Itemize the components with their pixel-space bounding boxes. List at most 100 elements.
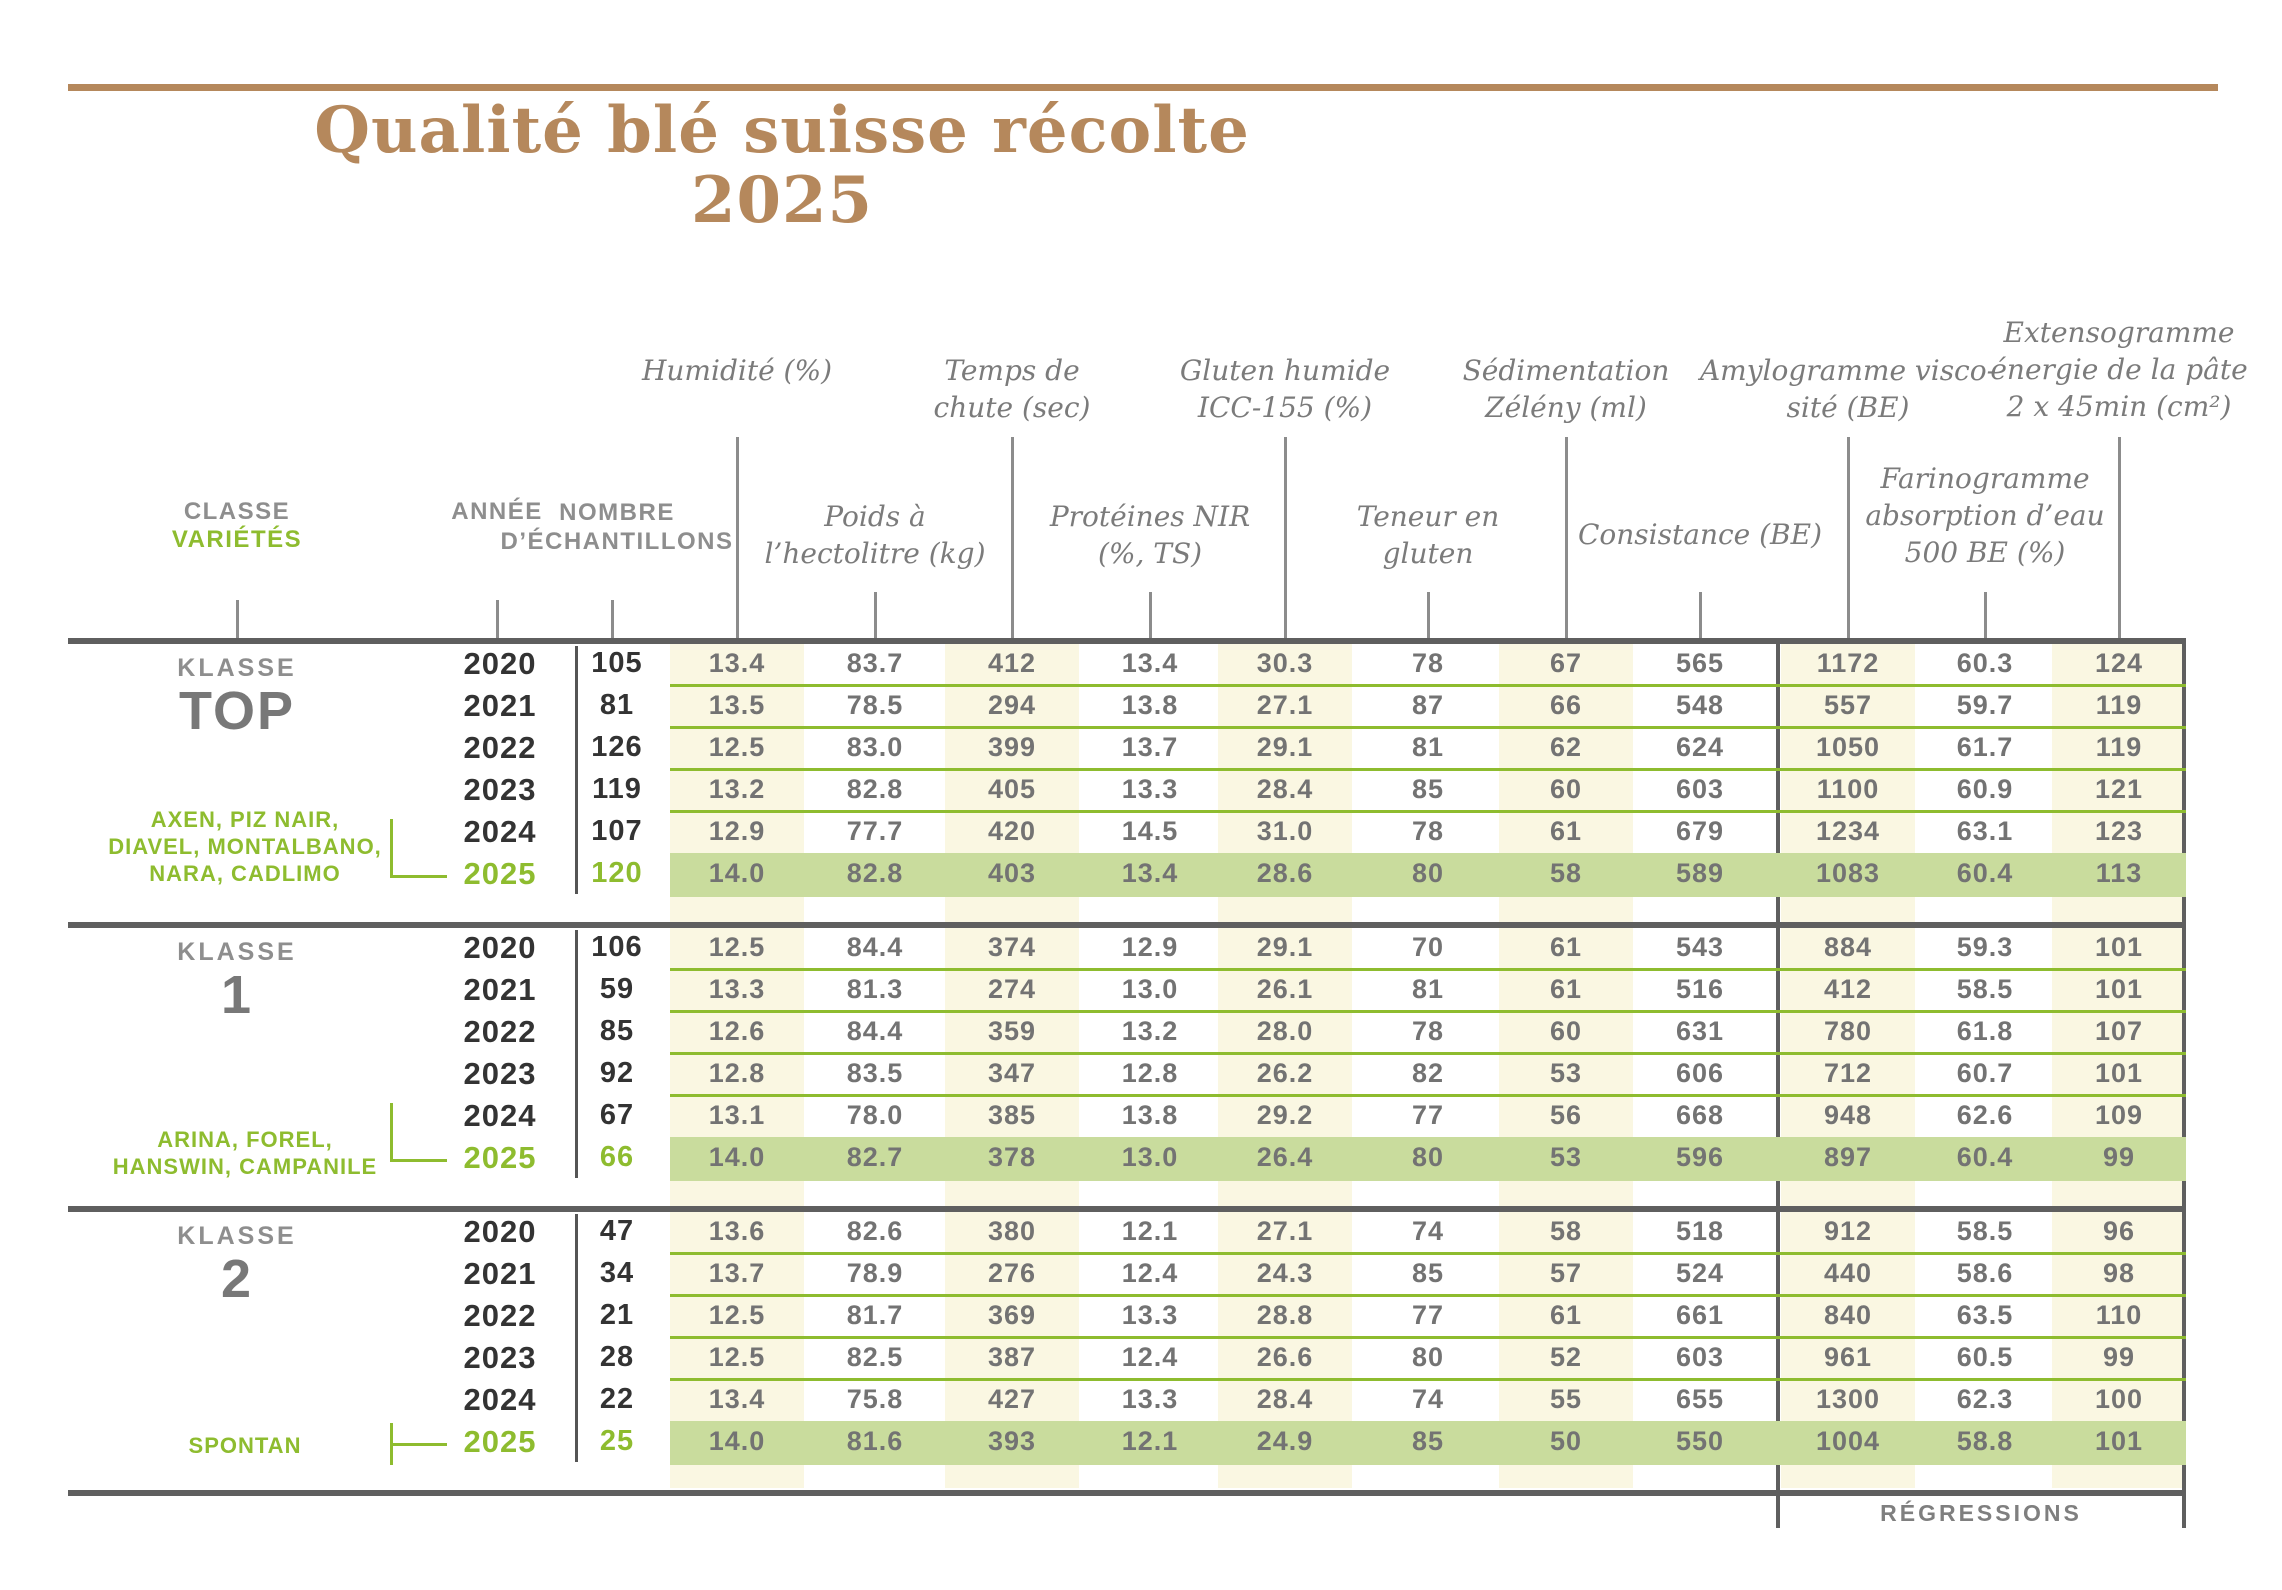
stripe-humidite	[670, 641, 804, 1488]
value-cell-sedimentation: 52	[1549, 1342, 1583, 1372]
leader-line-humidite	[736, 437, 739, 638]
value-cell-amylogramme: 1083	[1815, 858, 1881, 888]
year-cell: 2021	[463, 972, 537, 1007]
value-cell-extensogramme: 99	[2102, 1142, 2136, 1172]
value-cell-gluten-humide: 26.4	[1256, 1142, 1314, 1172]
value-cell-farinogramme: 58.8	[1956, 1426, 2014, 1456]
value-cell-amylogramme: 1234	[1815, 816, 1881, 846]
leader-line-extensogramme	[2118, 437, 2121, 638]
row-separator	[670, 1336, 2186, 1339]
value-cell-gluten-humide: 27.1	[1256, 1216, 1314, 1246]
value-cell-teneur-gluten: 74	[1411, 1216, 1445, 1246]
value-cell-extensogramme: 121	[2094, 774, 2144, 804]
value-cell-gluten-humide: 24.9	[1256, 1426, 1314, 1456]
sample-count-cell: 105	[591, 647, 643, 679]
value-cell-teneur-gluten: 77	[1411, 1100, 1445, 1130]
value-cell-poids-hectolitre: 83.0	[846, 732, 904, 762]
value-cell-poids-hectolitre: 83.7	[846, 648, 904, 678]
row-separator	[670, 1052, 2186, 1055]
tick-poids-hectolitre	[874, 592, 877, 638]
value-cell-consistance: 661	[1675, 1300, 1725, 1330]
value-cell-temps-de-chute: 405	[987, 774, 1037, 804]
value-cell-poids-hectolitre: 78.5	[846, 690, 904, 720]
value-cell-extensogramme: 119	[2095, 690, 2143, 720]
value-cell-temps-de-chute: 378	[987, 1142, 1037, 1172]
value-cell-temps-de-chute: 385	[987, 1100, 1037, 1130]
value-cell-consistance: 565	[1675, 648, 1725, 678]
value-cell-consistance: 655	[1675, 1384, 1725, 1414]
value-cell-humidite: 12.8	[708, 1058, 766, 1088]
col-header-extensogramme: Extensogramme énergie de la pâte 2 x 45m…	[1990, 316, 2248, 423]
value-cell-humidite: 13.3	[708, 974, 766, 1004]
value-cell-farinogramme: 61.8	[1956, 1016, 2014, 1046]
value-cell-consistance: 603	[1675, 1342, 1725, 1372]
value-cell-extensogramme: 101	[2094, 1426, 2144, 1456]
value-cell-temps-de-chute: 374	[987, 932, 1037, 962]
sample-count-cell: 120	[591, 857, 643, 889]
value-cell-poids-hectolitre: 82.5	[846, 1342, 904, 1372]
year-cell: 2020	[463, 646, 537, 681]
value-cell-teneur-gluten: 85	[1411, 1258, 1445, 1288]
value-cell-poids-hectolitre: 84.4	[846, 932, 904, 962]
value-cell-farinogramme: 60.4	[1956, 858, 2014, 888]
value-cell-consistance: 668	[1675, 1100, 1725, 1130]
row-separator	[670, 1252, 2186, 1255]
body-rule-top	[68, 638, 2186, 644]
value-cell-extensogramme: 101	[2094, 932, 2144, 962]
sample-count-cell: 59	[599, 973, 635, 1005]
value-cell-amylogramme: 1100	[1816, 774, 1880, 804]
value-cell-poids-hectolitre: 75.8	[846, 1384, 904, 1414]
row-separator	[670, 810, 2186, 813]
value-cell-temps-de-chute: 420	[987, 816, 1037, 846]
value-cell-farinogramme: 62.3	[1956, 1384, 2014, 1414]
value-cell-proteines-nir: 12.8	[1121, 1058, 1179, 1088]
value-cell-farinogramme: 59.3	[1956, 932, 2014, 962]
value-cell-extensogramme: 123	[2094, 816, 2144, 846]
value-cell-humidite: 13.4	[708, 1384, 766, 1414]
value-cell-humidite: 12.9	[708, 816, 766, 846]
sample-count-cell: 126	[591, 731, 643, 763]
value-cell-temps-de-chute: 387	[987, 1342, 1037, 1372]
value-cell-gluten-humide: 28.4	[1256, 1384, 1314, 1414]
value-cell-consistance: 603	[1675, 774, 1725, 804]
sample-count-cell: 66	[599, 1141, 635, 1173]
value-cell-humidite: 13.4	[708, 648, 766, 678]
value-cell-temps-de-chute: 276	[987, 1258, 1037, 1288]
value-cell-consistance: 516	[1675, 974, 1725, 1004]
tick-classe	[236, 600, 239, 638]
value-cell-sedimentation: 56	[1549, 1100, 1583, 1130]
value-cell-amylogramme: 780	[1823, 1016, 1873, 1046]
tick-consistance	[1699, 592, 1702, 638]
value-cell-gluten-humide: 27.1	[1256, 690, 1314, 720]
value-cell-amylogramme: 948	[1823, 1100, 1873, 1130]
value-cell-sedimentation: 62	[1549, 732, 1583, 762]
row-separator	[670, 1378, 2186, 1381]
value-cell-consistance: 518	[1675, 1216, 1725, 1246]
value-cell-extensogramme: 101	[2094, 1058, 2144, 1088]
year-cell: 2020	[463, 1214, 537, 1249]
value-cell-poids-hectolitre: 78.9	[846, 1258, 904, 1288]
col-header-classe: CLASSE	[183, 498, 291, 525]
value-cell-poids-hectolitre: 82.7	[846, 1142, 904, 1172]
value-cell-gluten-humide: 26.1	[1256, 974, 1314, 1004]
value-cell-poids-hectolitre: 82.6	[846, 1216, 904, 1246]
year-cell: 2025	[463, 1424, 537, 1459]
value-cell-farinogramme: 60.7	[1956, 1058, 2014, 1088]
col-header-amylogramme: Amylogramme visco- sité (BE)	[1699, 354, 1997, 424]
varieties-bracket-horizontal	[390, 1159, 447, 1162]
klasse-label: KLASSE	[177, 938, 297, 966]
value-cell-gluten-humide: 28.0	[1256, 1016, 1314, 1046]
value-cell-proteines-nir: 13.3	[1121, 1384, 1179, 1414]
value-cell-sedimentation: 58	[1549, 858, 1583, 888]
year-cell: 2025	[463, 856, 537, 891]
value-cell-humidite: 14.0	[708, 858, 766, 888]
year-cell: 2020	[463, 930, 537, 965]
year-cell: 2022	[463, 1014, 537, 1049]
col-header-poids-hectolitre: Poids à l’hectolitre (kg)	[764, 500, 986, 570]
sample-count-cell: 21	[599, 1299, 635, 1331]
value-cell-poids-hectolitre: 84.4	[846, 1016, 904, 1046]
tick-farinogramme	[1984, 592, 1987, 638]
value-cell-temps-de-chute: 427	[987, 1384, 1037, 1414]
value-cell-temps-de-chute: 403	[987, 858, 1037, 888]
value-cell-sedimentation: 61	[1549, 974, 1583, 1004]
